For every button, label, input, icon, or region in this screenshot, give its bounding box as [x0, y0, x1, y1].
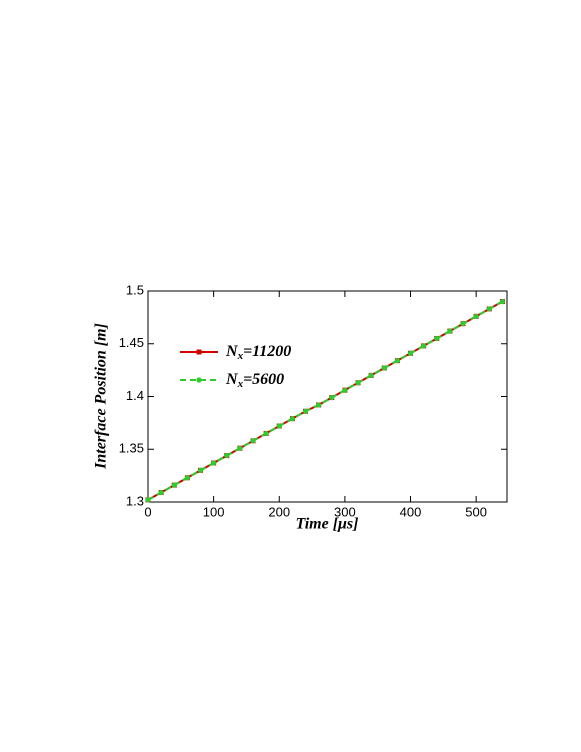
- marker: [355, 380, 361, 386]
- marker: [342, 387, 348, 393]
- x-tick-label: 200: [268, 504, 290, 519]
- marker: [368, 372, 374, 378]
- marker: [263, 430, 269, 437]
- x-tick-label: 0: [144, 504, 151, 519]
- marker: [276, 423, 282, 429]
- x-tick-label: 300: [334, 504, 356, 519]
- marker: [158, 489, 164, 496]
- series-line: [147, 300, 503, 501]
- marker: [289, 416, 295, 422]
- marker: [394, 358, 400, 364]
- marker: [486, 306, 492, 312]
- y-tick-label: 1.35: [119, 441, 144, 456]
- marker: [250, 438, 256, 444]
- marker: [473, 313, 479, 319]
- y-axis-label: Interface Position [m]: [93, 323, 110, 470]
- marker: [499, 298, 506, 305]
- marker: [460, 321, 466, 327]
- marker: [407, 350, 414, 356]
- marker: [237, 445, 243, 451]
- marker: [421, 343, 427, 349]
- marker: [211, 460, 217, 466]
- marker: [316, 402, 322, 408]
- marker: [381, 365, 387, 371]
- marker: [184, 475, 190, 481]
- y-tick-label: 1.4: [126, 388, 144, 403]
- y-tick-label: 1.3: [126, 493, 144, 508]
- y-tick-label: 1.5: [126, 282, 144, 297]
- y-tick-label: 1.45: [119, 335, 144, 350]
- marker: [145, 497, 151, 503]
- marker: [171, 482, 177, 488]
- marker: [302, 408, 309, 414]
- marker: [196, 349, 202, 355]
- marker: [329, 394, 335, 401]
- x-axis-label: Time [μs]: [296, 516, 359, 533]
- x-tick-label: 400: [400, 504, 422, 519]
- legend-label: Nx=5600: [225, 371, 284, 390]
- marker: [196, 377, 202, 383]
- legend-label: Nx=11200: [225, 343, 291, 362]
- x-tick-label: 100: [203, 504, 225, 519]
- marker: [434, 335, 440, 342]
- marker: [447, 328, 453, 334]
- marker: [224, 452, 230, 459]
- x-tick-label: 500: [465, 504, 487, 519]
- marker: [197, 467, 204, 473]
